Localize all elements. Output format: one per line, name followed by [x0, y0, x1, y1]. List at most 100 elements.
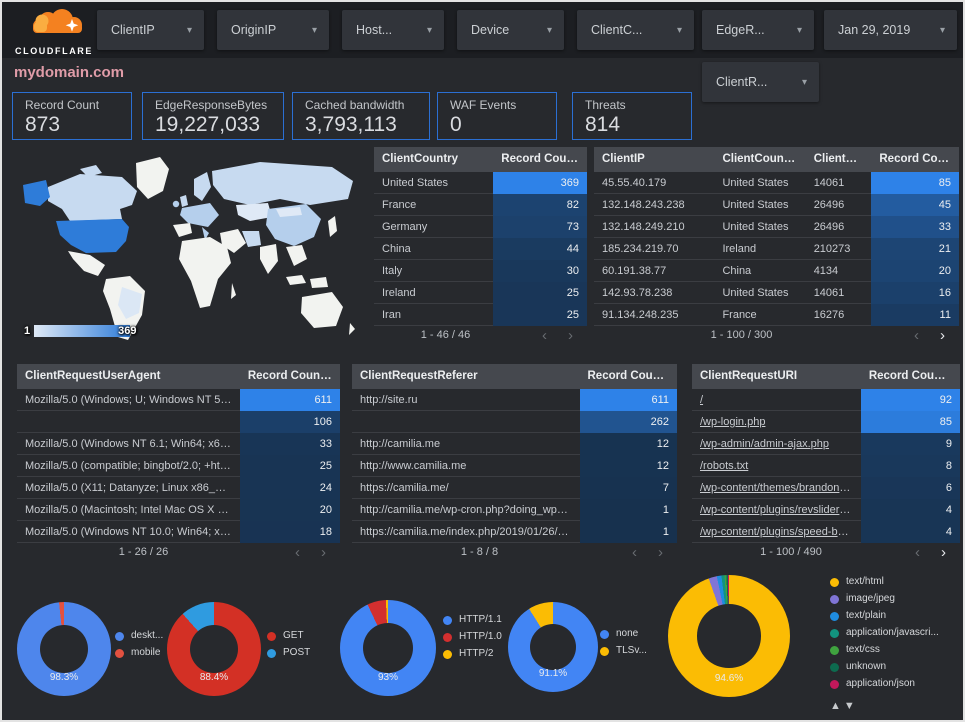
table-row[interactable]: http://camilia.me/wp-cron.php?doing_wp_c…	[352, 499, 677, 521]
table-row[interactable]: Mozilla/5.0 (Windows NT 10.0; Win64; x64…	[17, 521, 340, 543]
legend-item[interactable]: POST	[267, 647, 337, 659]
legend-item[interactable]: application/javascri...	[830, 627, 960, 639]
column-header[interactable]: ClientRequestUserAgent	[25, 370, 161, 382]
table-row[interactable]: 91.134.248.235 France 16276 11	[594, 304, 959, 326]
filter-chip-clientrequest[interactable]: ClientR... ▾	[702, 62, 819, 102]
chevron-left-icon[interactable]: ‹	[915, 544, 920, 561]
client-country-geo-map[interactable]: 1 369	[10, 147, 372, 347]
table-row[interactable]: Germany 73	[374, 216, 587, 238]
column-header[interactable]: ClientASN	[813, 153, 870, 165]
chevron-right-icon[interactable]: ›	[940, 327, 945, 344]
table-row[interactable]: China 44	[374, 238, 587, 260]
table-row[interactable]: http://camilia.me 12	[352, 433, 677, 455]
date-range-filter[interactable]: Jan 29, 2019 ▾	[824, 10, 957, 50]
column-header[interactable]: Record Count▼	[247, 370, 336, 382]
table-row[interactable]: Iran 25	[374, 304, 587, 326]
http-version-donut-chart[interactable]: 93%	[340, 600, 436, 696]
table-header[interactable]: ClientCountry Record Count▼	[374, 147, 587, 172]
uri-link[interactable]: /wp-login.php	[700, 416, 766, 428]
chevron-right-icon[interactable]: ›	[658, 544, 663, 561]
legend-item[interactable]: text/css	[830, 644, 960, 656]
column-header[interactable]: Record Count▼	[871, 147, 959, 172]
column-header[interactable]: ClientRequestURI	[700, 370, 798, 382]
content-type-donut-chart[interactable]: 94.6%	[668, 575, 790, 697]
table-row[interactable]: /wp-content/plugins/speed-booste... 4	[692, 521, 960, 543]
sort-desc-icon[interactable]: ▼	[580, 154, 587, 164]
table-row[interactable]: /wp-login.php 85	[692, 411, 960, 433]
table-header[interactable]: ClientRequestReferer Record Count ▼	[352, 364, 677, 389]
uri-link[interactable]: /wp-content/themes/brandon/plu...	[700, 482, 861, 494]
table-row[interactable]: 185.234.219.70 Ireland 210273 21	[594, 238, 959, 260]
table-row[interactable]: Mozilla/5.0 (compatible; bingbot/2.0; +h…	[17, 455, 340, 477]
sort-desc-icon[interactable]: ▼	[947, 371, 957, 381]
device-donut-chart[interactable]: 98.3%	[17, 602, 111, 696]
chevron-right-icon[interactable]: ›	[321, 544, 326, 561]
chevron-right-icon[interactable]: ›	[941, 544, 946, 561]
world-map[interactable]	[10, 147, 372, 347]
table-row[interactable]: 106	[17, 411, 340, 433]
legend-scroll-arrows[interactable]: ▲▼	[830, 700, 858, 712]
table-row[interactable]: /wp-content/plugins/revslider/rs-p... 4	[692, 499, 960, 521]
table-row[interactable]: Mozilla/5.0 (Windows NT 6.1; Win64; x64;…	[17, 433, 340, 455]
legend-item[interactable]: image/jpeg	[830, 593, 960, 605]
filter-chip-originip[interactable]: OriginIP ▾	[217, 10, 329, 50]
table-row[interactable]: https://camilia.me/7	[352, 477, 677, 499]
request-method-donut-chart[interactable]: 88.4%	[167, 602, 261, 696]
chevron-left-icon[interactable]: ‹	[914, 327, 919, 344]
table-row[interactable]: /wp-admin/admin-ajax.php 9	[692, 433, 960, 455]
column-header[interactable]: Record Count▼	[868, 370, 957, 382]
legend-item[interactable]: HTTP/1.1	[443, 614, 505, 626]
tls-version-donut-chart[interactable]: 91.1%	[508, 602, 598, 692]
table-row[interactable]: / 92	[692, 389, 960, 411]
uri-link[interactable]: /wp-content/plugins/speed-booste...	[700, 526, 861, 538]
sort-desc-icon[interactable]: ▼	[958, 154, 959, 164]
chevron-left-icon[interactable]: ‹	[542, 327, 547, 344]
legend-item[interactable]: text/plain	[830, 610, 960, 622]
sort-desc-icon[interactable]: ▼	[666, 371, 676, 381]
table-row[interactable]: http://www.camilia.me 12	[352, 455, 677, 477]
uri-link[interactable]: /wp-admin/admin-ajax.php	[700, 438, 830, 450]
legend-item[interactable]: HTTP/2	[443, 648, 505, 660]
uri-link[interactable]: /wp-content/plugins/revslider/rs-p...	[700, 504, 861, 516]
table-header[interactable]: ClientRequestUserAgent Record Count ▼	[17, 364, 340, 389]
table-row[interactable]: /robots.txt 8	[692, 455, 960, 477]
table-row[interactable]: 132.148.249.210 United States 26496 33	[594, 216, 959, 238]
uri-link[interactable]: /	[700, 394, 704, 406]
legend-item[interactable]: text/html	[830, 576, 960, 588]
table-header[interactable]: ClientRequestURI Record Count ▼	[692, 364, 960, 389]
filter-chip-clientip[interactable]: ClientIP ▾	[97, 10, 204, 50]
legend-item[interactable]: TLSv...	[600, 645, 670, 657]
table-row[interactable]: Mozilla/5.0 (Macintosh; Intel Mac OS X 1…	[17, 499, 340, 521]
table-row[interactable]: Italy 30	[374, 260, 587, 282]
sort-desc-icon[interactable]: ▼	[326, 371, 336, 381]
legend-item[interactable]: none	[600, 628, 670, 640]
filter-chip-clientc[interactable]: ClientC... ▾	[577, 10, 694, 50]
column-header[interactable]: ClientIP	[602, 153, 645, 165]
legend-item[interactable]: deskt...	[115, 630, 185, 642]
table-row[interactable]: France 82	[374, 194, 587, 216]
filter-chip-device[interactable]: Device ▾	[457, 10, 564, 50]
uri-link[interactable]: /robots.txt	[700, 460, 749, 472]
column-header[interactable]: ClientCountry	[382, 153, 459, 165]
table-row[interactable]: 60.191.38.77 China 4134 20	[594, 260, 959, 282]
chevron-left-icon[interactable]: ‹	[632, 544, 637, 561]
table-row[interactable]: Mozilla/5.0 (Windows; U; Windows NT 5.1;…	[17, 389, 340, 411]
legend-item[interactable]: application/json	[830, 678, 960, 690]
legend-item[interactable]: HTTP/1.0	[443, 631, 505, 643]
table-row[interactable]: /wp-content/themes/brandon/plu... 6	[692, 477, 960, 499]
table-row[interactable]: 142.93.78.238 United States 14061 16	[594, 282, 959, 304]
legend-item[interactable]: unknown	[830, 661, 960, 673]
table-row[interactable]: 262	[352, 411, 677, 433]
legend-item[interactable]: GET	[267, 630, 337, 642]
filter-chip-edger[interactable]: EdgeR... ▾	[702, 10, 814, 50]
column-header[interactable]: Record Count▼	[493, 147, 587, 172]
table-row[interactable]: Ireland 25	[374, 282, 587, 304]
column-header[interactable]: ClientCountry	[722, 153, 799, 165]
filter-chip-host[interactable]: Host... ▾	[342, 10, 444, 50]
table-row[interactable]: https://camilia.me/index.php/2019/01/26/…	[352, 521, 677, 543]
table-header[interactable]: ClientIP ClientCountry ClientASN Record Cou…	[594, 147, 959, 172]
column-header[interactable]: ClientRequestReferer	[360, 370, 478, 382]
legend-item[interactable]: mobile	[115, 647, 185, 659]
table-row[interactable]: Mozilla/5.0 (X11; Datanyze; Linux x86_64…	[17, 477, 340, 499]
table-row[interactable]: 45.55.40.179 United States 14061 85	[594, 172, 959, 194]
